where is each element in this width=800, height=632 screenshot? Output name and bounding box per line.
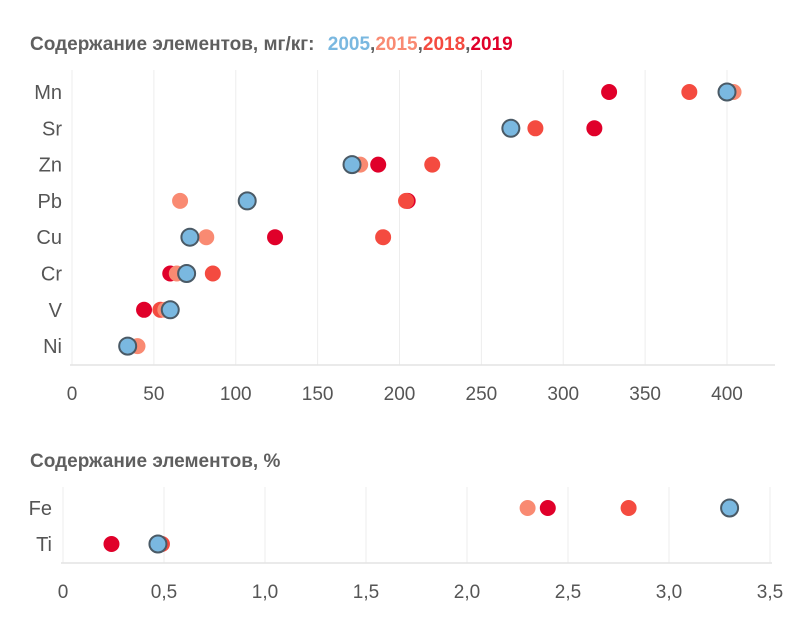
x-tick-label: 0: [58, 582, 69, 603]
point-2005-Fe: [720, 498, 740, 518]
point-2019-Mn: [601, 84, 618, 100]
chart-1-title: Содержание элементов, мг/кг: 2005,2015,2…: [30, 34, 513, 55]
point-2005-Ti: [148, 534, 168, 554]
category-label-Ti: Ti: [36, 534, 52, 556]
point-2018-Zn: [424, 156, 441, 173]
category-label-Cr: Cr: [41, 264, 62, 286]
point-2019-Fe: [539, 500, 556, 516]
point-2015-Fe: [519, 500, 536, 516]
point-2018-Sr: [527, 120, 544, 137]
point-2018-Cr: [204, 265, 221, 282]
point-2005-Cr: [177, 264, 197, 283]
chart-2: 0 0,5 1,0 1,5 2,0 2,5 3,0 3,5 Fe Ti: [29, 487, 783, 603]
x-tick-label: 300: [547, 384, 579, 405]
x-tick-label: 3,0: [656, 582, 682, 603]
point-2019-Zn: [370, 156, 387, 173]
legend-item-2005: 2005: [328, 34, 371, 55]
point-2005-V: [160, 300, 180, 320]
x-tick-label: 3,5: [757, 582, 783, 603]
point-2019-Sr: [586, 120, 603, 137]
category-label-Cu: Cu: [36, 227, 62, 249]
legend-item-2019: 2019: [470, 34, 512, 55]
legend-item-2015: 2015: [375, 34, 418, 55]
category-label-Zn: Zn: [39, 155, 62, 177]
category-label-Ni: Ni: [43, 336, 62, 358]
x-tick-label: 2,0: [454, 582, 480, 603]
point-2005-Pb: [237, 191, 257, 211]
point-2018-Cu: [375, 229, 392, 246]
x-tick-label: 350: [629, 384, 661, 405]
x-tick-label: 0: [67, 384, 78, 405]
point-2005-Ni: [118, 336, 138, 356]
legend-item-2018: 2018: [423, 34, 465, 55]
category-label-Fe: Fe: [29, 498, 52, 520]
point-2015-Pb: [172, 192, 189, 209]
x-tick-label: 250: [466, 384, 498, 405]
chart-2-title: Содержание элементов, %: [30, 451, 280, 472]
point-2005-Mn: [717, 82, 737, 102]
category-label-Pb: Pb: [38, 191, 62, 213]
point-2019-Ti: [103, 536, 120, 552]
legend-separator: ,: [370, 34, 375, 55]
point-2005-Zn: [342, 155, 362, 175]
x-tick-label: 200: [384, 384, 416, 405]
x-tick-label: 50: [143, 384, 164, 405]
legend-separator: ,: [465, 34, 470, 55]
x-tick-label: 1,0: [252, 582, 278, 603]
point-2005-Cu: [180, 227, 200, 247]
point-2005-Sr: [501, 118, 521, 138]
x-tick-label: 0,5: [151, 582, 177, 603]
x-tick-label: 1,5: [353, 582, 379, 603]
category-label-Mn: Mn: [34, 82, 62, 104]
x-tick-label: 2,5: [555, 582, 581, 603]
point-2019-Cu: [267, 229, 284, 246]
chart-1: 0 50 100 150 200 250 300 350 400 Mn Sr Zn Pb Cu Cr V Ni: [34, 70, 775, 405]
legend-separator: ,: [418, 34, 423, 55]
point-2018-Mn: [681, 84, 698, 100]
point-2015-Cu: [198, 229, 215, 246]
x-tick-label: 150: [302, 384, 334, 405]
point-2018-Fe: [620, 500, 637, 516]
point-2019-V: [136, 301, 153, 318]
category-label-Sr: Sr: [42, 118, 62, 140]
x-tick-label: 100: [220, 384, 252, 405]
point-2018-Pb: [398, 192, 415, 209]
category-label-V: V: [49, 300, 63, 322]
x-tick-label: 400: [711, 384, 743, 405]
